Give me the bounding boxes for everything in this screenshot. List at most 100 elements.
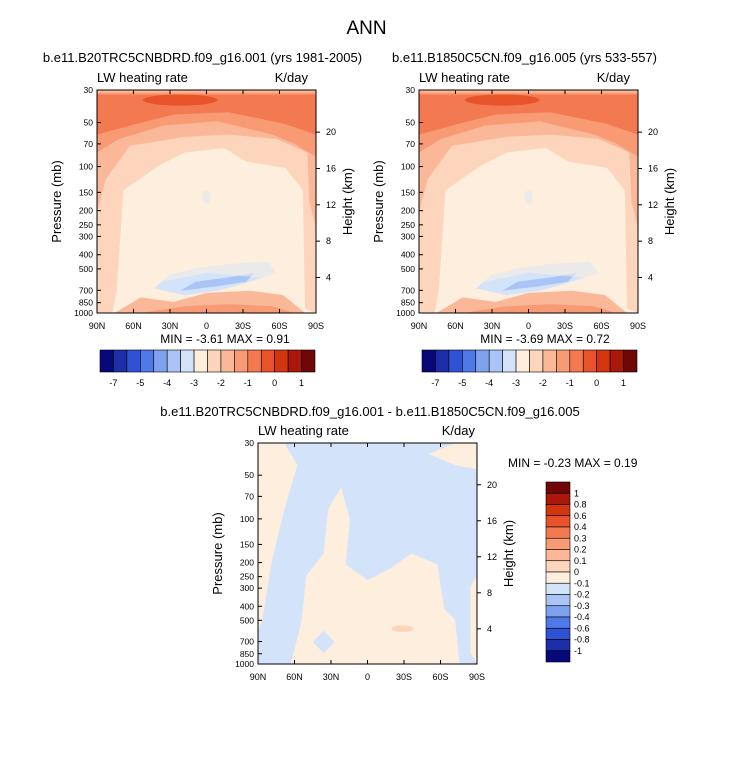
colorbar-box: [556, 349, 571, 373]
colorbar-box: [545, 492, 571, 505]
colorbar-box: [260, 349, 275, 373]
colorbar-label: -1: [244, 378, 252, 388]
colorbar-box: [99, 349, 114, 373]
colorbar-box: [502, 349, 517, 373]
y-tick-label: 100: [79, 162, 93, 172]
panel-1-title: b.e11.B20TRC5CNBDRD.f09_g16.001 (yrs 198…: [42, 50, 363, 65]
colorbar-box: [488, 349, 503, 373]
colorbar-box: [545, 639, 571, 652]
y-tick-label: 500: [240, 615, 254, 625]
y-right-tick-label: 8: [326, 236, 331, 246]
y-tick-label: 1000: [235, 659, 254, 669]
panel-3-contour-field: [257, 442, 478, 665]
y-right-tick-label: 20: [487, 480, 497, 490]
panel-2-title: b.e11.B1850C5CN.f09_g16.005 (yrs 533-557…: [392, 50, 657, 65]
colorbar-label: -4: [163, 378, 171, 388]
colorbar-box: [545, 560, 571, 573]
colorbar-box: [153, 349, 168, 373]
y-tick-label: 300: [240, 583, 254, 593]
colorbar-box: [301, 349, 316, 373]
colorbar-box: [140, 349, 155, 373]
panel-2-variable-label: LW heating rate: [419, 70, 510, 85]
y-tick-label: 400: [79, 250, 93, 260]
colorbar-label: -0.3: [574, 601, 590, 611]
colorbar-label: -2: [539, 378, 547, 388]
y-right-tick-label: 16: [326, 163, 336, 173]
colorbar-label: 0.1: [574, 556, 587, 566]
x-tick-label: 60S: [432, 672, 448, 682]
y-tick-label: 150: [79, 187, 93, 197]
colorbar-label: 0.3: [574, 533, 587, 543]
y-right-tick-label: 4: [487, 624, 492, 634]
colorbar-box: [582, 349, 597, 373]
panel-2-contour-field: [418, 89, 639, 314]
contour-region: [312, 630, 335, 653]
colorbar-box: [448, 349, 463, 373]
y-tick-label: 1000: [74, 308, 93, 318]
y-axis-label: Pressure (mb): [210, 512, 225, 594]
colorbar-box: [180, 349, 195, 373]
panel-2-units-label: K/day: [596, 70, 630, 85]
x-tick-label: 90S: [469, 672, 485, 682]
y-tick-label: 500: [401, 264, 415, 274]
colorbar-box: [462, 349, 477, 373]
contour-region: [462, 304, 617, 313]
y-right-axis-label: Height (km): [662, 168, 677, 235]
colorbar-label: 0.8: [574, 500, 587, 510]
colorbar-label: -0.1: [574, 578, 590, 588]
y-tick-label: 150: [401, 187, 415, 197]
y-right-axis-label: Height (km): [501, 520, 516, 587]
contour-region: [451, 161, 612, 282]
y-right-tick-label: 8: [487, 588, 492, 598]
x-tick-label: 0: [526, 321, 531, 331]
y-right-tick-label: 8: [648, 236, 653, 246]
colorbar-box: [545, 627, 571, 640]
colorbar-box: [234, 349, 249, 373]
panel-3-variable-label: LW heating rate: [258, 423, 349, 438]
colorbar-label: -3: [190, 378, 198, 388]
x-tick-label: 60N: [125, 321, 142, 331]
panel-1-contour-field: [96, 89, 317, 314]
colorbar-box: [529, 349, 544, 373]
colorbar-box: [545, 616, 571, 629]
colorbar-label: -5: [458, 378, 466, 388]
colorbar-box: [545, 571, 571, 584]
x-tick-label: 60N: [447, 321, 464, 331]
x-tick-label: 30S: [235, 321, 251, 331]
colorbar-label: -7: [431, 378, 439, 388]
colorbar-box: [569, 349, 584, 373]
colorbar-label: 0.4: [574, 522, 587, 532]
y-tick-label: 700: [79, 285, 93, 295]
y-tick-label: 50: [84, 117, 94, 127]
contour-region: [290, 487, 460, 664]
x-tick-label: 90N: [89, 321, 106, 331]
colorbar-box: [274, 349, 289, 373]
contour-region: [140, 304, 295, 313]
y-tick-label: 200: [240, 558, 254, 568]
colorbar-box: [435, 349, 450, 373]
colorbar-label: 0: [272, 378, 277, 388]
y-tick-label: 100: [240, 514, 254, 524]
y-tick-label: 50: [406, 117, 416, 127]
colorbar-box: [623, 349, 638, 373]
colorbar-label: -2: [217, 378, 225, 388]
contour-region: [142, 94, 218, 106]
y-tick-label: 30: [84, 85, 94, 95]
y-tick-label: 70: [84, 139, 94, 149]
y-tick-label: 200: [401, 206, 415, 216]
y-tick-label: 30: [406, 85, 416, 95]
colorbar-label: 0: [574, 567, 579, 577]
y-tick-label: 70: [406, 139, 416, 149]
x-tick-label: 60N: [286, 672, 303, 682]
colorbar-box: [421, 349, 436, 373]
y-tick-label: 850: [401, 298, 415, 308]
x-tick-label: 90N: [250, 672, 267, 682]
y-right-tick-label: 12: [326, 200, 336, 210]
colorbar-box: [220, 349, 235, 373]
y-tick-label: 150: [240, 539, 254, 549]
x-tick-label: 90S: [308, 321, 324, 331]
colorbar-label: 0: [594, 378, 599, 388]
contour-region: [419, 90, 638, 313]
y-tick-label: 500: [79, 264, 93, 274]
